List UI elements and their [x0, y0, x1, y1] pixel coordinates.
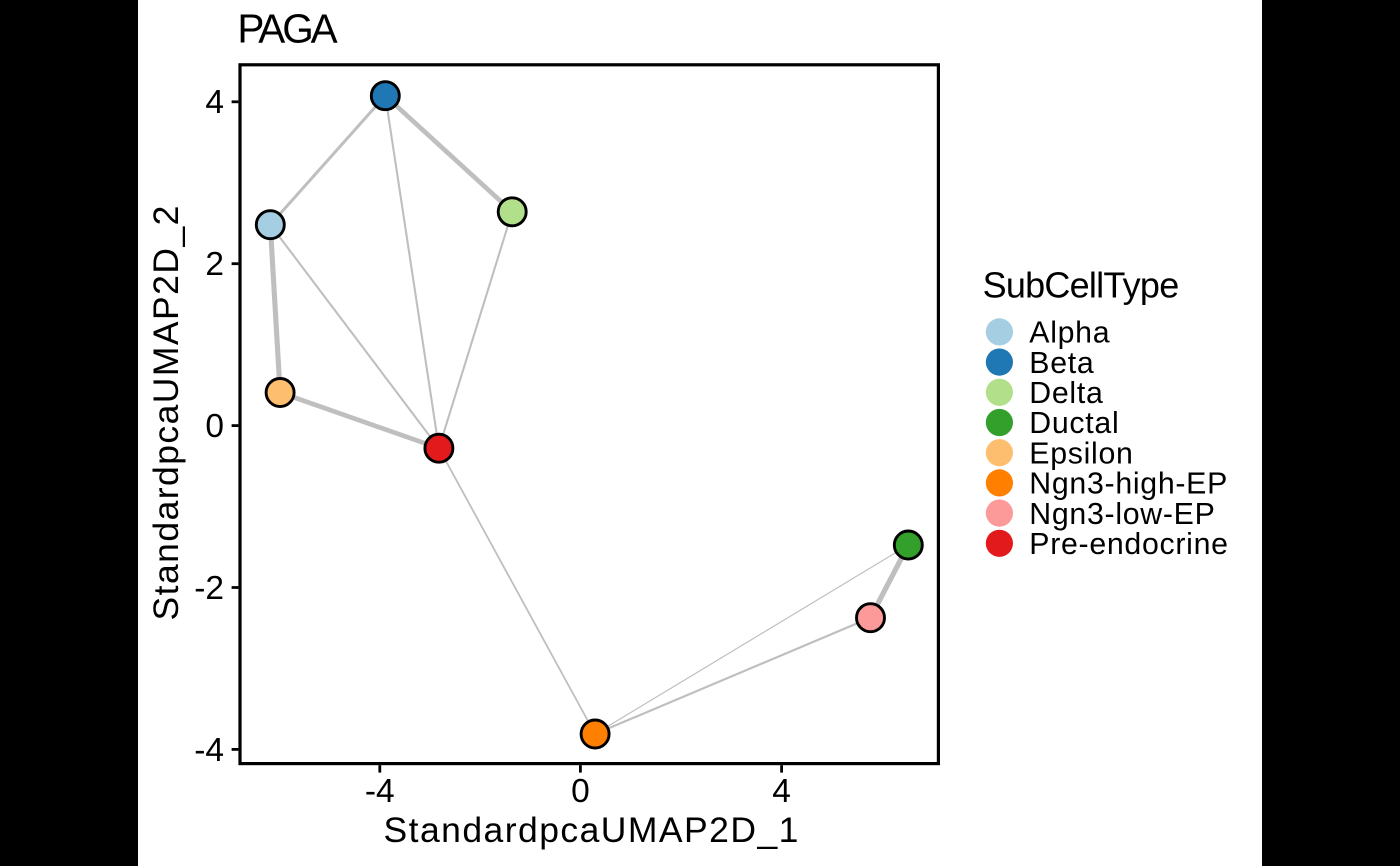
svg-text:Ductal: Ductal: [1029, 407, 1119, 440]
svg-text:4: 4: [772, 773, 791, 810]
svg-text:StandardpcaUMAP2D_1: StandardpcaUMAP2D_1: [384, 810, 800, 850]
svg-text:4: 4: [205, 84, 224, 121]
svg-text:SubCellType: SubCellType: [983, 265, 1179, 306]
svg-text:2: 2: [205, 246, 224, 283]
svg-text:Pre-endocrine: Pre-endocrine: [1029, 528, 1228, 561]
svg-text:0: 0: [205, 408, 224, 445]
svg-text:Epsilon: Epsilon: [1029, 437, 1133, 470]
svg-text:PAGA: PAGA: [237, 5, 337, 51]
svg-text:-2: -2: [194, 570, 224, 607]
svg-text:-4: -4: [365, 773, 395, 810]
svg-text:-4: -4: [194, 732, 224, 769]
svg-text:Beta: Beta: [1029, 347, 1094, 380]
svg-text:Alpha: Alpha: [1029, 317, 1110, 350]
svg-text:Delta: Delta: [1029, 377, 1103, 410]
svg-text:0: 0: [571, 773, 590, 810]
svg-text:Ngn3-low-EP: Ngn3-low-EP: [1029, 498, 1215, 531]
svg-text:StandardpcaUMAP2D_2: StandardpcaUMAP2D_2: [146, 204, 186, 620]
svg-text:Ngn3-high-EP: Ngn3-high-EP: [1029, 468, 1228, 501]
